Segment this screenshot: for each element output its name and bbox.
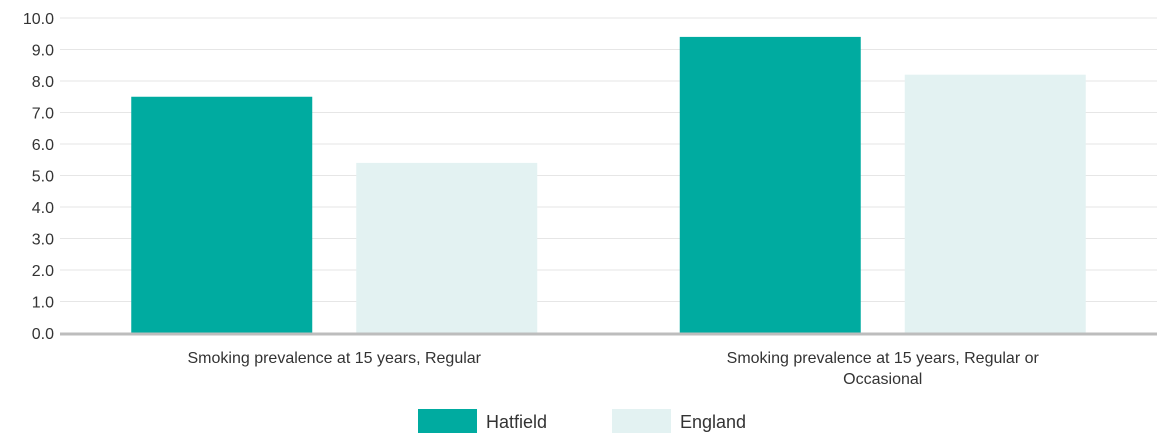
legend: Hatfield England <box>418 409 746 433</box>
y-tick-label: 6.0 <box>32 137 54 154</box>
category-label: Smoking prevalence at 15 years, Regular … <box>727 350 1040 367</box>
y-tick-label: 4.0 <box>32 200 54 217</box>
y-tick-label: 9.0 <box>32 43 54 60</box>
legend-label-hatfield: Hatfield <box>486 412 547 432</box>
y-tick-label: 2.0 <box>32 263 54 280</box>
bar-england-0[interactable] <box>356 162 538 333</box>
legend-swatch-hatfield <box>418 409 477 433</box>
bars <box>131 36 1086 334</box>
legend-label-england: England <box>680 412 746 432</box>
y-tick-label: 5.0 <box>32 169 54 186</box>
y-tick-label: 0.0 <box>32 326 54 343</box>
y-tick-label: 10.0 <box>23 11 54 28</box>
legend-swatch-england <box>612 409 671 433</box>
category-label: Occasional <box>843 371 922 388</box>
bar-hatfield-0[interactable] <box>131 96 313 333</box>
y-axis-ticks: 0.0 1.0 2.0 3.0 4.0 5.0 6.0 7.0 8.0 9.0 10.0 <box>23 11 54 343</box>
x-axis-categories: Smoking prevalence at 15 years, Regular S… <box>188 350 1040 388</box>
bar-hatfield-1[interactable] <box>679 36 861 334</box>
bar-england-1[interactable] <box>904 74 1086 333</box>
y-tick-label: 8.0 <box>32 74 54 91</box>
y-tick-label: 1.0 <box>32 295 54 312</box>
y-tick-label: 3.0 <box>32 232 54 249</box>
y-tick-label: 7.0 <box>32 106 54 123</box>
category-label: Smoking prevalence at 15 years, Regular <box>188 350 482 367</box>
